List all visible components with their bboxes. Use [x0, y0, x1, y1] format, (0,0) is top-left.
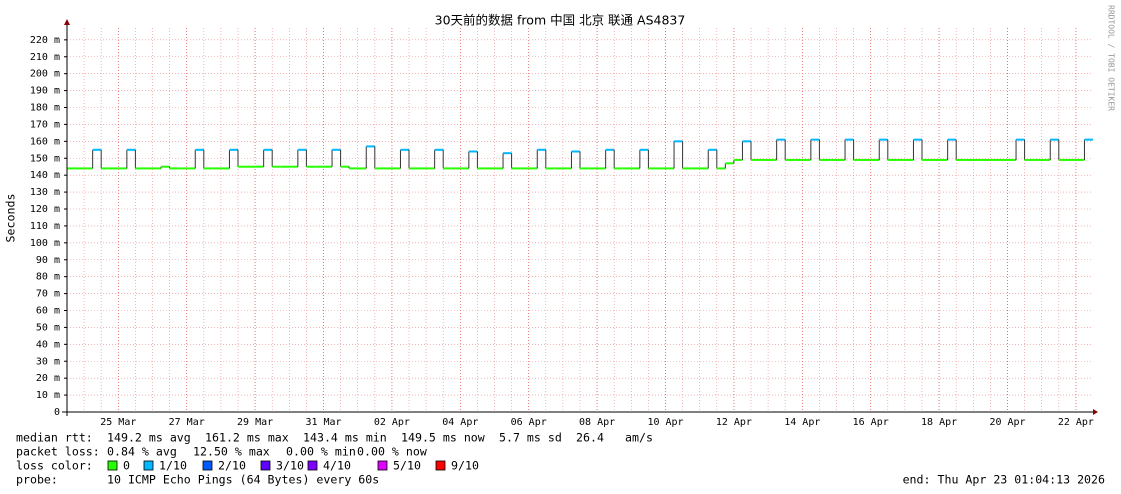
- rtt-stat: am/s: [625, 431, 653, 445]
- rtt-stat: 149.2 ms avg: [107, 431, 191, 445]
- x-arrow: [1093, 409, 1098, 415]
- rtt-stat: 143.4 ms min: [303, 431, 387, 445]
- y-arrow: [64, 19, 70, 25]
- legend-label: 0: [123, 459, 130, 473]
- footer-label: packet loss:: [16, 445, 100, 459]
- y-tick-label: 210 m: [30, 52, 60, 63]
- y-tick-label: 0: [54, 407, 60, 418]
- y-tick-label: 120 m: [30, 204, 60, 215]
- y-tick-label: 180 m: [30, 103, 60, 114]
- x-tick-label: 22 Apr: [1058, 417, 1094, 428]
- y-tick-label: 160 m: [30, 136, 60, 147]
- y-tick-label: 200 m: [30, 69, 60, 80]
- legend-swatch: [307, 460, 318, 471]
- x-tick-label: 10 Apr: [647, 417, 683, 428]
- x-tick-label: 25 Mar: [100, 417, 136, 428]
- x-tick-label: 14 Apr: [784, 417, 820, 428]
- y-tick-label: 140 m: [30, 170, 60, 181]
- probe-text: 10 ICMP Echo Pings (64 Bytes) every 60s: [107, 473, 379, 487]
- y-tick-label: 70 m: [36, 289, 60, 300]
- x-tick-label: 08 Apr: [579, 417, 615, 428]
- end-time: end: Thu Apr 23 01:04:13 2026: [903, 473, 1105, 487]
- legend-label: 9/10: [451, 459, 479, 473]
- y-tick-label: 110 m: [30, 221, 60, 232]
- legend-label: 4/10: [323, 459, 351, 473]
- rtt-stat: 26.4: [576, 431, 604, 445]
- y-tick-label: 30 m: [36, 356, 60, 367]
- y-tick-label: 20 m: [36, 373, 60, 384]
- legend-swatch: [202, 460, 213, 471]
- y-tick-label: 60 m: [36, 306, 60, 317]
- x-tick-label: 12 Apr: [716, 417, 752, 428]
- legend-label: 1/10: [159, 459, 187, 473]
- legend-swatch: [260, 460, 271, 471]
- y-tick-label: 190 m: [30, 86, 60, 97]
- loss-stat: 12.50 % max: [193, 445, 270, 459]
- rtt-stat: 161.2 ms max: [205, 431, 289, 445]
- credit: RRDTOOL / TOBI OETIKER: [1107, 5, 1116, 111]
- y-axis-label: Seconds: [4, 194, 18, 243]
- y-tick-label: 100 m: [30, 238, 60, 249]
- footer-label: loss color:: [16, 459, 93, 473]
- legend-swatch: [435, 460, 446, 471]
- legend-swatch: [143, 460, 154, 471]
- y-tick-label: 40 m: [36, 339, 60, 350]
- x-tick-label: 04 Apr: [442, 417, 478, 428]
- y-tick-label: 80 m: [36, 272, 60, 283]
- x-tick-label: 27 Mar: [169, 417, 205, 428]
- rtt-stat: 5.7 ms sd: [499, 431, 562, 445]
- y-tick-label: 90 m: [36, 255, 60, 266]
- legend-label: 3/10: [276, 459, 304, 473]
- x-tick-label: 16 Apr: [853, 417, 889, 428]
- y-tick-label: 170 m: [30, 119, 60, 130]
- rtt-stat: 149.5 ms now: [401, 431, 485, 445]
- chart-title: 30天前的数据 from 中国 北京 联通 AS4837: [435, 13, 686, 28]
- x-tick-label: 06 Apr: [511, 417, 547, 428]
- x-tick-label: 18 Apr: [921, 417, 957, 428]
- y-tick-label: 50 m: [36, 322, 60, 333]
- legend-swatch: [107, 460, 118, 471]
- loss-stat: 0.00 % min: [286, 445, 356, 459]
- x-tick-label: 31 Mar: [305, 417, 341, 428]
- x-tick-label: 02 Apr: [374, 417, 410, 428]
- footer-label: median rtt:: [16, 431, 93, 445]
- y-tick-label: 150 m: [30, 153, 60, 164]
- legend-label: 2/10: [218, 459, 246, 473]
- x-tick-label: 20 Apr: [989, 417, 1025, 428]
- y-tick-label: 10 m: [36, 390, 60, 401]
- x-tick-label: 29 Mar: [237, 417, 273, 428]
- y-tick-label: 130 m: [30, 187, 60, 198]
- y-tick-label: 220 m: [30, 35, 60, 46]
- loss-stat: 0.84 % avg: [107, 445, 177, 459]
- legend-swatch: [377, 460, 388, 471]
- loss-stat: 0.00 % now: [357, 445, 427, 459]
- legend-label: 5/10: [393, 459, 421, 473]
- footer-label: probe:: [16, 473, 58, 487]
